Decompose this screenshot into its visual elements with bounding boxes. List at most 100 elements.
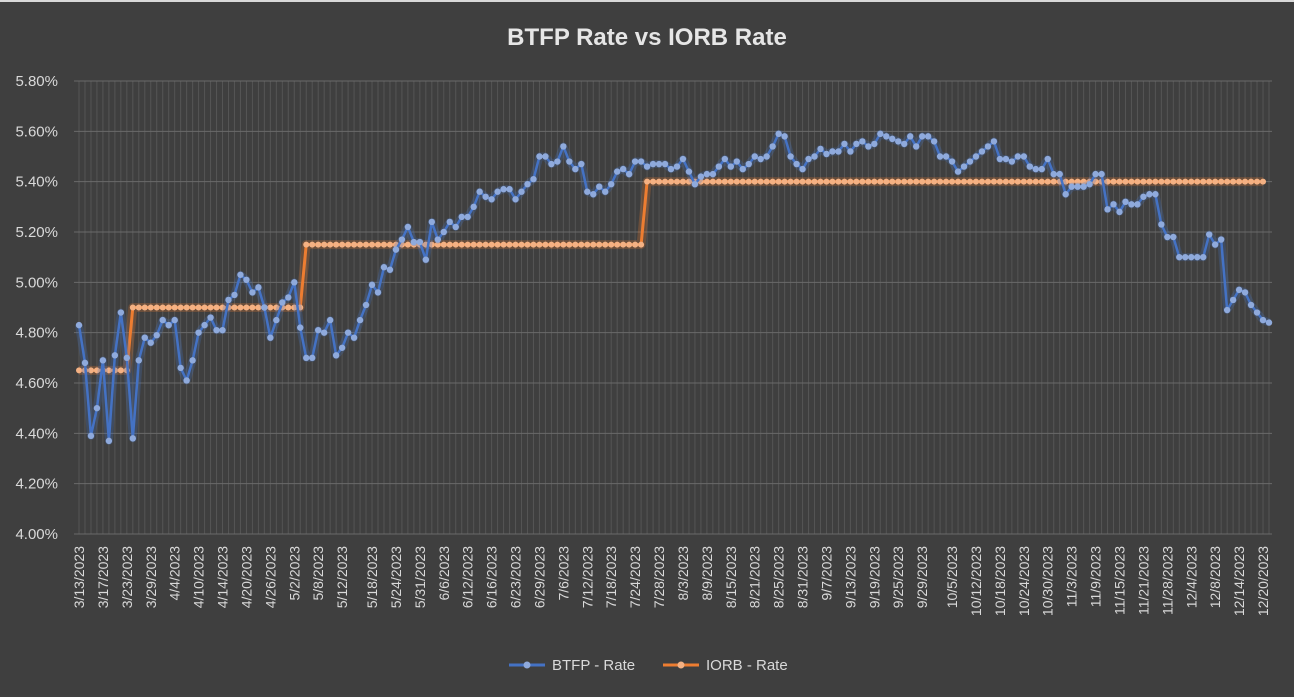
iorb-point: [715, 178, 722, 185]
iorb-point: [141, 304, 148, 311]
x-tick-label: 3/23/2023: [119, 546, 135, 608]
iorb-point: [494, 241, 501, 248]
btfp-point: [368, 281, 376, 289]
x-tick-label: 10/5/2023: [944, 546, 960, 608]
iorb-point: [93, 367, 100, 374]
btfp-point: [309, 354, 316, 362]
btfp-point: [1223, 306, 1231, 314]
btfp-point: [619, 165, 627, 173]
btfp-point: [350, 334, 358, 341]
iorb-point: [1242, 178, 1249, 185]
btfp-point: [410, 238, 418, 246]
btfp-point: [655, 160, 663, 168]
x-tick-label: 6/16/2023: [484, 546, 500, 608]
btfp-point: [320, 329, 328, 336]
x-tick-label: 5/31/2023: [412, 546, 428, 608]
iorb-point: [446, 241, 453, 248]
iorb-point: [351, 241, 358, 248]
btfp-point: [488, 196, 495, 203]
iorb-point: [1050, 178, 1057, 185]
iorb-point: [769, 178, 776, 185]
btfp-point: [189, 357, 196, 364]
iorb-point: [972, 178, 979, 185]
iorb-point: [913, 178, 920, 185]
iorb-point: [919, 178, 926, 185]
iorb-point: [620, 241, 627, 248]
iorb-point: [733, 178, 740, 185]
btfp-point: [924, 133, 932, 140]
x-tick-label: 9/29/2023: [914, 546, 930, 608]
btfp-point: [1068, 183, 1075, 190]
iorb-point: [105, 367, 112, 374]
x-tick-label: 4/10/2023: [191, 546, 207, 608]
btfp-point: [374, 289, 382, 296]
btfp-point: [273, 316, 280, 324]
btfp-point: [536, 153, 543, 160]
chart-title: BTFP Rate vs IORB Rate: [507, 24, 787, 51]
btfp-point: [751, 153, 758, 160]
btfp-point: [524, 180, 531, 188]
btfp-point: [332, 352, 340, 359]
iorb-point: [512, 241, 519, 248]
iorb-point: [751, 178, 758, 185]
iorb-point: [1146, 178, 1153, 185]
btfp-point: [811, 153, 818, 160]
btfp-point: [745, 160, 752, 168]
btfp-point: [1259, 316, 1267, 324]
iorb-point: [470, 241, 477, 248]
legend-btfp-marker: [523, 661, 531, 669]
btfp-point: [392, 246, 400, 253]
btfp-point: [1020, 153, 1028, 160]
iorb-point: [841, 178, 848, 185]
btfp-point: [602, 188, 609, 195]
btfp-point: [1146, 191, 1153, 198]
btfp-point: [285, 294, 292, 301]
iorb-point: [554, 241, 561, 248]
iorb-point: [518, 241, 525, 248]
iorb-point: [721, 178, 728, 185]
iorb-point: [1104, 178, 1111, 185]
iorb-point: [363, 241, 370, 248]
iorb-point: [1116, 178, 1123, 185]
x-tick-label: 5/24/2023: [388, 546, 404, 608]
btfp-point: [1140, 193, 1147, 200]
btfp-point: [930, 138, 938, 145]
iorb-point: [183, 304, 190, 311]
y-tick-label: 5.20%: [15, 224, 58, 241]
iorb-point: [1128, 178, 1135, 185]
x-tick-label: 4/4/2023: [167, 546, 183, 601]
iorb-point: [369, 241, 376, 248]
btfp-point: [817, 145, 824, 153]
btfp-point: [727, 163, 735, 170]
iorb-point: [1254, 178, 1261, 185]
btfp-point: [171, 316, 178, 324]
btfp-point: [476, 188, 483, 195]
iorb-point: [811, 178, 818, 185]
x-tick-label: 5/18/2023: [364, 546, 380, 608]
x-tick-label: 8/25/2023: [771, 546, 787, 608]
btfp-point: [267, 334, 274, 341]
btfp-point: [446, 218, 453, 226]
iorb-point: [961, 178, 968, 185]
iorb-point: [1020, 178, 1027, 185]
iorb-point: [428, 241, 435, 248]
btfp-point: [907, 133, 914, 140]
btfp-point: [1235, 286, 1243, 294]
btfp-point: [105, 437, 113, 445]
iorb-point: [865, 178, 872, 185]
btfp-point: [942, 153, 950, 160]
iorb-point: [955, 178, 962, 185]
btfp-point: [1092, 170, 1099, 178]
legend-iorb-marker: [677, 661, 685, 669]
btfp-point: [380, 264, 388, 271]
btfp-point: [1200, 253, 1207, 261]
iorb-point: [231, 304, 238, 311]
btfp-point: [757, 155, 764, 163]
btfp-point: [1026, 163, 1034, 170]
btfp-point: [344, 329, 352, 336]
x-tick-label: 7/18/2023: [603, 546, 619, 608]
x-tick-label: 5/12/2023: [334, 546, 350, 608]
btfp-point: [901, 140, 908, 148]
iorb-point: [1008, 178, 1015, 185]
btfp-point: [338, 344, 346, 351]
